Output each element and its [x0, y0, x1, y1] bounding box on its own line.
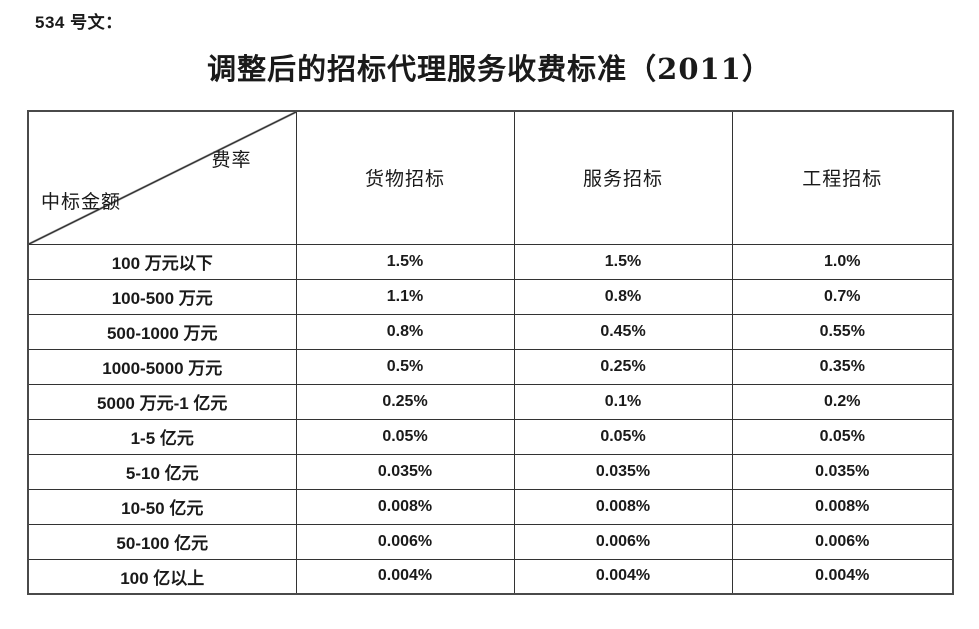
rate-cell: 0.008%: [295, 488, 515, 525]
row-label: 100 万元以下: [27, 243, 297, 280]
row-label: 100-500 万元: [27, 278, 297, 315]
corner-header-cell: 费率 中标金额: [27, 110, 297, 245]
table-row: 1-5 亿元 0.05% 0.05% 0.05%: [27, 418, 954, 455]
rate-cell: 0.006%: [295, 523, 515, 560]
rate-cell: 0.45%: [513, 313, 733, 350]
rate-cell: 0.004%: [295, 558, 515, 595]
corner-label-fee-rate: 费率: [211, 149, 252, 171]
row-label: 5-10 亿元: [27, 453, 297, 490]
table-row: 10-50 亿元 0.008% 0.008% 0.008%: [27, 488, 954, 525]
row-label: 1000-5000 万元: [27, 348, 297, 385]
rate-cell: 0.1%: [513, 383, 733, 420]
rate-cell: 1.0%: [731, 243, 954, 280]
rate-cell: 1.5%: [513, 243, 733, 280]
rate-cell: 0.008%: [731, 488, 954, 525]
rate-cell: 0.05%: [513, 418, 733, 455]
rate-cell: 0.006%: [731, 523, 954, 560]
rate-cell: 0.035%: [731, 453, 954, 490]
header-row: 费率 中标金额 货物招标 服务招标 工程招标: [27, 110, 954, 245]
rate-cell: 0.004%: [731, 558, 954, 595]
row-label: 500-1000 万元: [27, 313, 297, 350]
row-label: 5000 万元-1 亿元: [27, 383, 297, 420]
rate-cell: 0.35%: [731, 348, 954, 385]
table-row: 100 万元以下 1.5% 1.5% 1.0%: [27, 243, 954, 280]
rate-cell: 0.008%: [513, 488, 733, 525]
table-row: 5000 万元-1 亿元 0.25% 0.1% 0.2%: [27, 383, 954, 420]
row-label: 50-100 亿元: [27, 523, 297, 560]
table-row: 50-100 亿元 0.006% 0.006% 0.006%: [27, 523, 954, 560]
rate-cell: 0.035%: [513, 453, 733, 490]
rate-cell: 0.5%: [295, 348, 515, 385]
table-row: 1000-5000 万元 0.5% 0.25% 0.35%: [27, 348, 954, 385]
rate-cell: 0.7%: [731, 278, 954, 315]
rate-cell: 0.035%: [295, 453, 515, 490]
corner-label-bid-amount: 中标金额: [41, 190, 122, 213]
table-row: 5-10 亿元 0.035% 0.035% 0.035%: [27, 453, 954, 490]
table-row: 100-500 万元 1.1% 0.8% 0.7%: [27, 278, 954, 315]
page-title: 调整后的招标代理服务收费标准（2011）: [207, 52, 772, 86]
rate-cell: 0.8%: [513, 278, 733, 315]
rate-cell: 0.55%: [731, 313, 954, 350]
table-row: 500-1000 万元 0.8% 0.45% 0.55%: [27, 313, 954, 350]
rate-cell: 0.8%: [295, 313, 515, 350]
row-label: 100 亿以上: [27, 558, 297, 595]
table-row: 100 亿以上 0.004% 0.004% 0.004%: [27, 558, 954, 595]
rate-cell: 0.25%: [295, 383, 515, 420]
rate-cell: 0.05%: [295, 418, 515, 455]
table-body: 100 万元以下 1.5% 1.5% 1.0% 100-500 万元 1.1% …: [27, 243, 954, 595]
doc-number-label: 534 号文：: [35, 13, 123, 32]
column-header-service-bidding: 服务招标: [513, 110, 733, 245]
fee-rate-table: 费率 中标金额 货物招标 服务招标 工程招标 100 万元以下 1.5% 1.5…: [27, 110, 954, 595]
rate-cell: 0.006%: [513, 523, 733, 560]
rate-cell: 1.5%: [295, 243, 515, 280]
column-header-goods-bidding: 货物招标: [295, 110, 515, 245]
row-label: 1-5 亿元: [27, 418, 297, 455]
rate-cell: 0.05%: [731, 418, 954, 455]
rate-cell: 0.25%: [513, 348, 733, 385]
row-label: 10-50 亿元: [27, 488, 297, 525]
rate-cell: 1.1%: [295, 278, 515, 315]
rate-cell: 0.004%: [513, 558, 733, 595]
column-header-engineering-bidding: 工程招标: [731, 110, 954, 245]
rate-cell: 0.2%: [731, 383, 954, 420]
